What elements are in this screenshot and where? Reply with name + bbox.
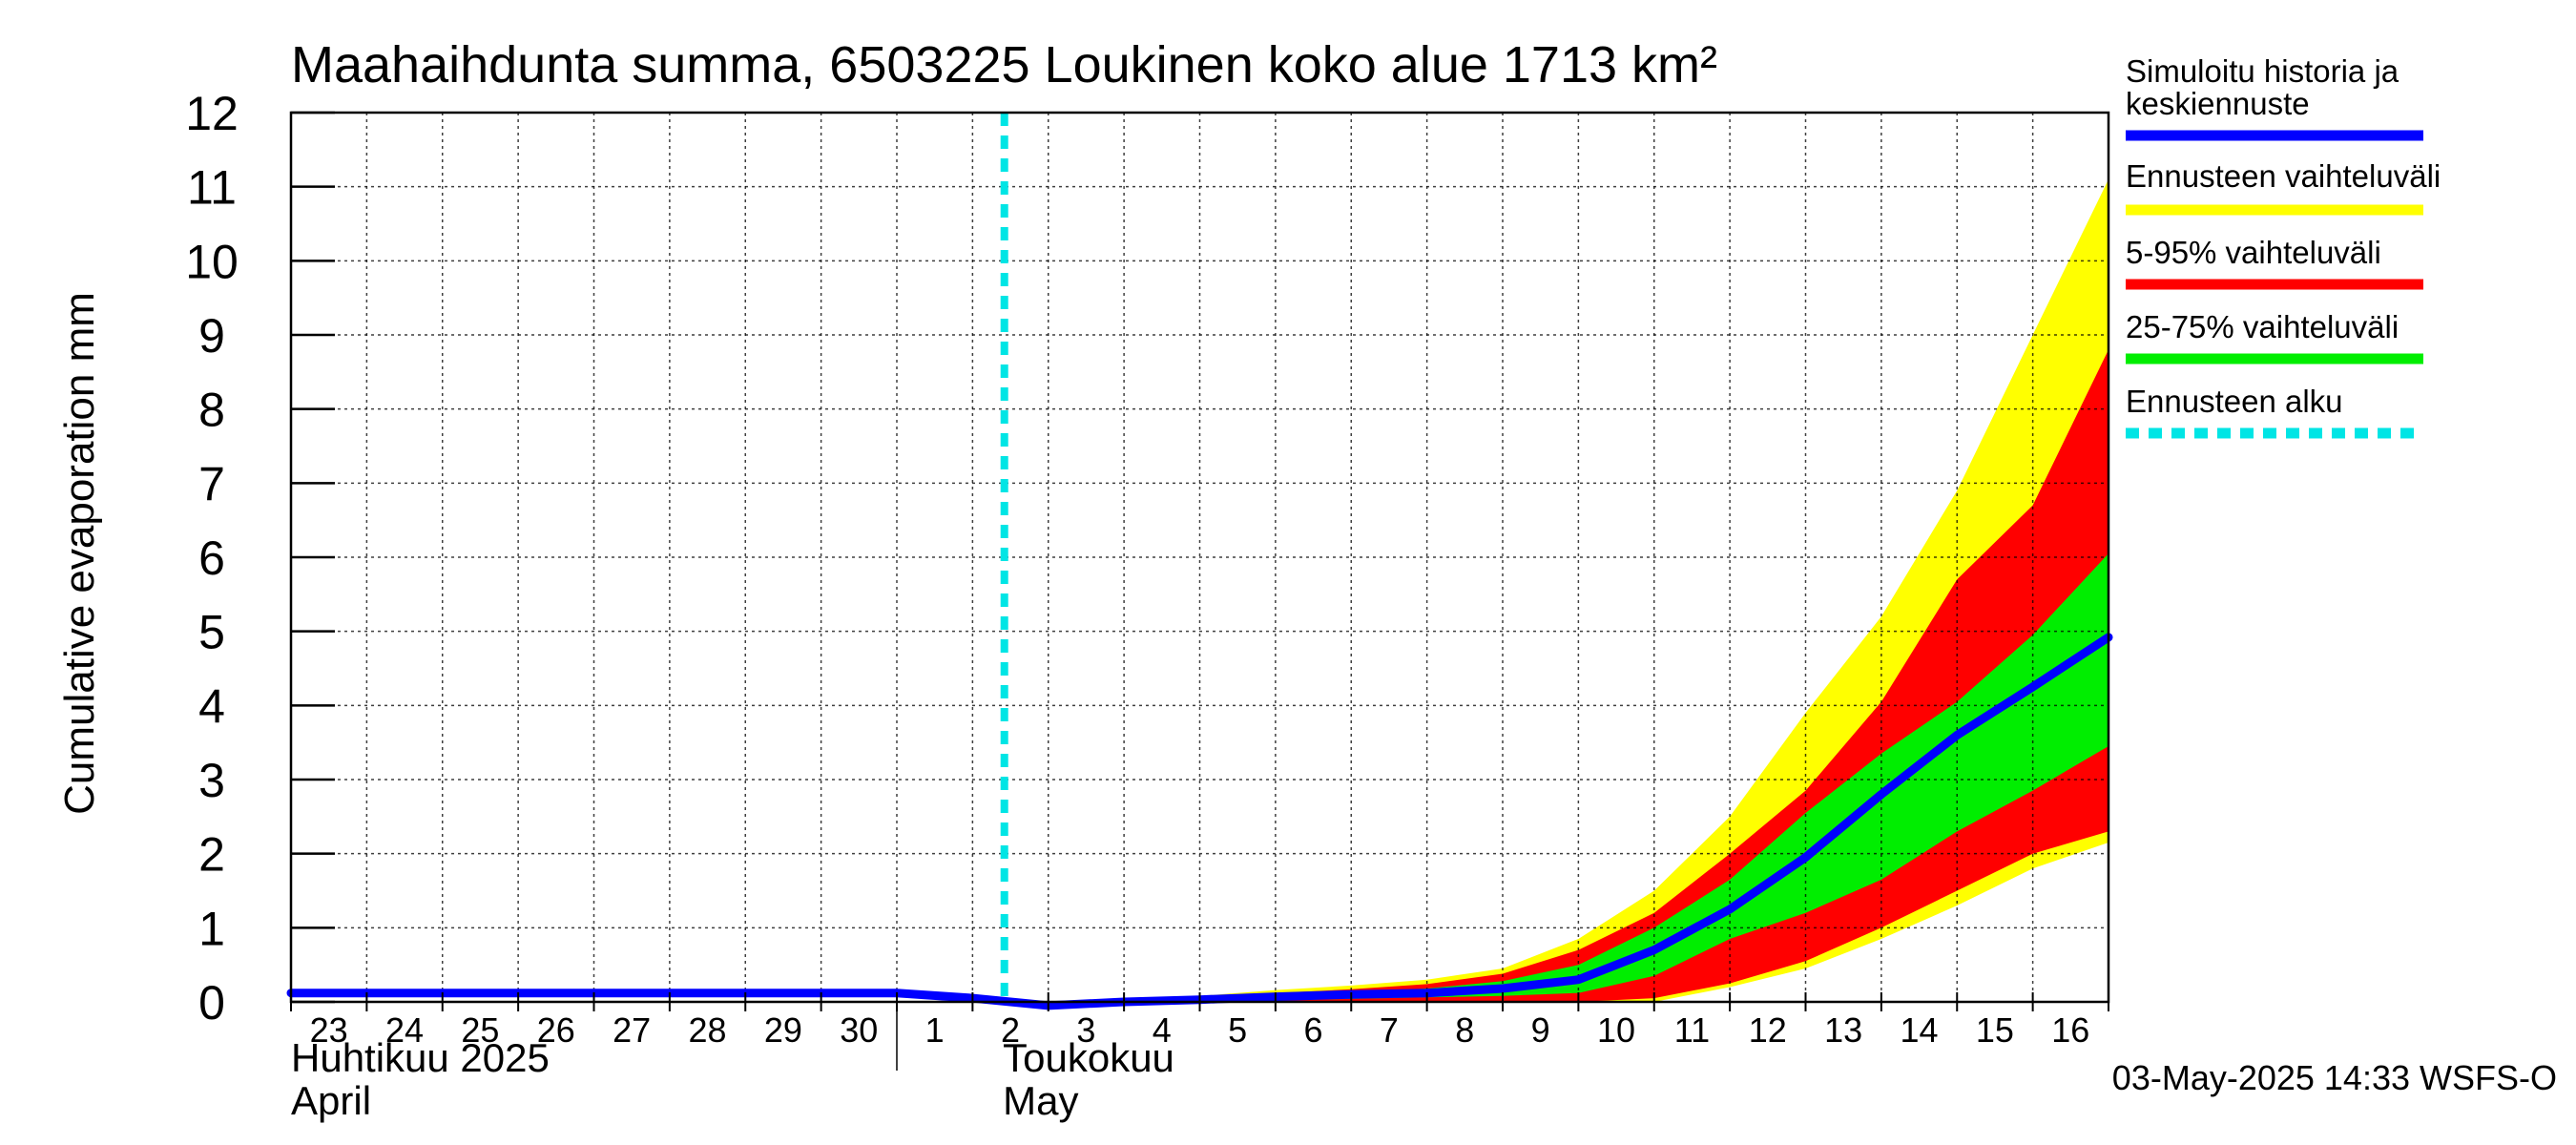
legend-label-5-95: 5-95% vaihteluväli	[2126, 235, 2381, 270]
band-3	[1048, 553, 2109, 1006]
y-axis-label: Cumulative evaporation mm	[56, 292, 103, 815]
x-tick-label: 15	[1976, 1010, 2014, 1050]
y-tick-label: 10	[185, 235, 239, 288]
x-tick-label: 11	[1674, 1010, 1710, 1050]
legend: Simuloitu historia ja keskiennuste Ennuste…	[2126, 53, 2441, 439]
x-tick-label: 27	[613, 1010, 651, 1050]
month-label-en-april: April	[291, 1078, 371, 1123]
x-tick-label: 2	[1001, 1010, 1020, 1050]
x-tick-label: 9	[1531, 1010, 1550, 1050]
legend-label-forecast-start: Ennusteen alku	[2126, 384, 2343, 419]
legend-label-range: Ennusteen vaihteluväli	[2126, 158, 2441, 194]
y-tick-label: 6	[198, 531, 225, 585]
legend-label-25-75: 25-75% vaihteluväli	[2126, 309, 2399, 344]
x-tick-label: 26	[537, 1010, 575, 1050]
y-tick-label: 8	[198, 384, 225, 437]
y-tick-label: 12	[185, 87, 239, 140]
x-tick-label: 3	[1076, 1010, 1095, 1050]
x-tick-label: 7	[1380, 1010, 1399, 1050]
month-label-en-may: May	[1003, 1078, 1078, 1123]
x-tick-label: 24	[385, 1010, 424, 1050]
y-tick-label: 9	[198, 309, 225, 363]
timestamp: 03-May-2025 14:33 WSFS-O	[2112, 1058, 2557, 1097]
x-tick-label: 30	[840, 1010, 878, 1050]
x-tick-label: 29	[764, 1010, 802, 1050]
x-tick-label: 14	[1901, 1010, 1939, 1050]
x-axis: 23 24 25 26 27 28 29 30 1 2 3 4 5 6 7 8 9 10 11 12 13 14 15 16H…	[290, 992, 2109, 1123]
x-tick-label: 6	[1304, 1010, 1323, 1050]
x-tick-label: 10	[1597, 1010, 1635, 1050]
x-tick-label: 23	[310, 1010, 348, 1050]
month-label-fi-april: Huhtikuu 2025	[291, 1035, 550, 1080]
x-tick-label: 13	[1824, 1010, 1862, 1050]
y-tick-label: 4	[198, 679, 225, 733]
x-tick-label: 12	[1749, 1010, 1787, 1050]
x-tick-label: 28	[689, 1010, 727, 1050]
x-tick-label: 16	[2051, 1010, 2089, 1050]
x-tick-label: 4	[1153, 1010, 1172, 1050]
x-tick-label: 1	[925, 1010, 945, 1050]
y-tick-label: 2	[198, 828, 225, 882]
y-tick-label: 11	[187, 161, 237, 215]
y-tick-label: 5	[198, 606, 225, 659]
x-tick-label: 8	[1455, 1010, 1474, 1050]
chart-title: Maahaihdunta summa, 6503225 Loukinen kok…	[291, 36, 1717, 94]
y-tick-label: 3	[198, 754, 225, 807]
month-label-fi-may: Toukokuu	[1003, 1035, 1174, 1080]
y-tick-label: 7	[198, 457, 225, 510]
x-tick-label: 25	[461, 1010, 499, 1050]
y-tick-label: 0	[198, 976, 225, 1030]
forecast-bands	[1048, 178, 2109, 1006]
legend-label-median: Simuloitu historia ja keskiennuste	[2126, 53, 2399, 121]
y-tick-label: 1	[198, 902, 225, 955]
grid-lines	[291, 113, 2109, 1002]
x-tick-label: 5	[1228, 1010, 1247, 1050]
